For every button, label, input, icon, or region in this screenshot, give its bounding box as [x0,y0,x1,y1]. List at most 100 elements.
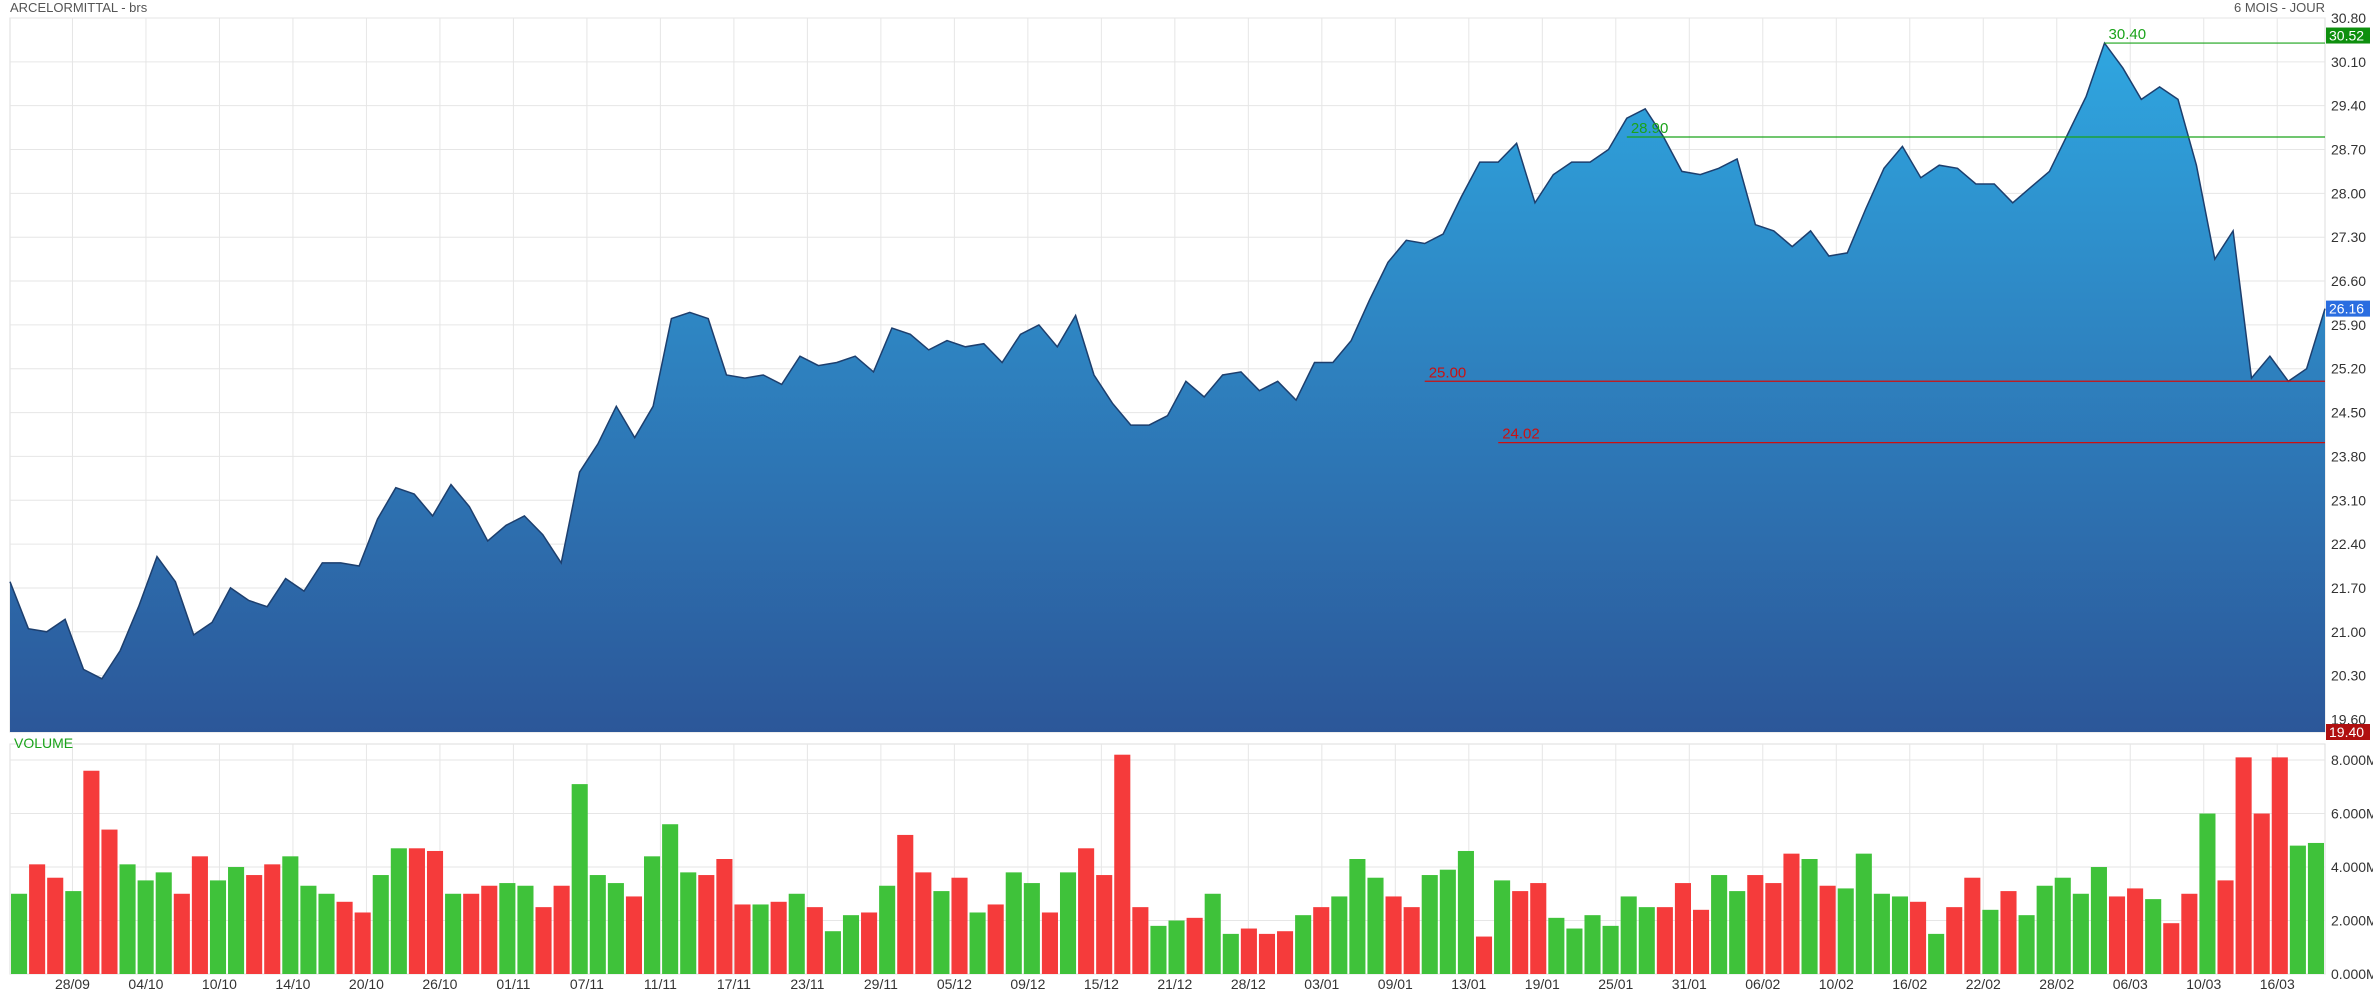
volume-bar [842,915,860,974]
volume-bar [1530,883,1547,974]
volume-bar [209,880,227,974]
price-tick-label: 30.10 [2331,54,2366,70]
period-label: 6 MOIS - JOUR [2233,0,2325,15]
volume-bar [354,912,371,974]
volume-tick-label: 8.000M [2331,752,2373,768]
volume-bar [83,770,100,974]
volume-bar [137,880,154,974]
last-value-badge: 26.16 [2329,301,2364,317]
price-tick-label: 21.70 [2331,580,2366,596]
volume-tick-label: 4.000M [2331,859,2373,875]
price-tick-label: 23.80 [2331,448,2366,464]
price-tick-label: 30.80 [2331,10,2366,26]
volume-bar [1439,869,1456,974]
volume-bar [553,885,570,974]
volume-bar [969,912,986,974]
max-value-badge-bg [2326,27,2370,44]
volume-bar [1801,859,1818,974]
date-tick-label: 19/01 [1525,976,1560,992]
volume-bar [1313,907,1330,974]
price-tick-label: 28.00 [2331,185,2366,201]
date-tick-label: 28/12 [1231,976,1266,992]
volume-bar [336,901,353,974]
volume-bar [2163,923,2180,974]
volume-bar [1729,891,1746,974]
volume-axis-ticks: 0.000M 2.000M 4.000M 6.000M 8.000M [2331,752,2373,982]
volume-bar [2253,813,2270,974]
date-tick-label: 15/12 [1084,976,1119,992]
price-area [10,43,2325,733]
volume-bar [1096,875,1113,974]
min-value-badge: 19.40 [2329,724,2364,740]
date-tick-label: 06/03 [2113,976,2148,992]
volume-bar [788,893,805,974]
volume-bar [1204,893,1221,974]
volume-bar [1132,907,1149,974]
price-level-label: 24.02 [1502,426,1540,443]
price-tick-label: 21.00 [2331,624,2366,640]
price-tick-label: 20.30 [2331,668,2366,684]
volume-bar [1910,901,1927,974]
volume-bar [426,850,444,974]
volume-bar [607,883,624,974]
volume-bar [318,893,335,974]
volume-bar [2199,813,2216,974]
volume-bar [155,872,172,974]
volume-bar [101,829,118,974]
price-badges: 30.52 26.16 19.40 [2326,27,2370,740]
price-tick-label: 19.60 [2331,711,2366,727]
date-tick-label: 07/11 [570,976,604,992]
price-tick-label: 23.10 [2331,492,2366,508]
volume-bar [173,893,190,974]
volume-bar [625,896,643,974]
volume-bar [824,931,841,974]
price-line [9,41,2326,680]
volume-bar [644,856,661,974]
volume-bar [372,875,389,974]
volume-bar [2127,888,2144,974]
volume-bar [1692,909,1710,974]
volume-bar [282,856,299,974]
volume-bar [1295,915,1312,974]
date-tick-label: 06/02 [1745,976,1780,992]
date-tick-label: 05/12 [937,976,972,992]
date-tick-label: 01/11 [496,976,530,992]
volume-bar [1186,917,1203,974]
volume-bar [861,912,878,974]
volume-bar [1457,850,1474,974]
date-tick-label: 20/10 [349,976,384,992]
volume-bar [1873,893,1890,974]
volume-bar [1855,853,1872,974]
volume-bar [1168,920,1185,974]
price-level-label: 30.40 [2109,26,2147,43]
date-tick-label: 14/10 [275,976,310,992]
volume-bar [2235,757,2252,974]
price-tick-label: 24.50 [2331,405,2366,421]
volume-bar [1891,896,1909,974]
volume-bar [933,891,950,974]
volume-bar [1059,872,1077,974]
volume-bar [1385,896,1402,974]
price-tick-label: 26.60 [2331,273,2366,289]
volume-tick-label: 6.000M [2331,806,2373,822]
volume-bar [1421,875,1438,974]
volume-bar [1711,875,1728,974]
volume-bar [571,784,588,974]
volume-bar [191,856,208,974]
date-tick-label: 21/12 [1157,976,1192,992]
volume-bar [463,893,480,974]
volume-bar [1982,909,1999,974]
volume-bar [1765,883,1782,974]
volume-bar [2036,885,2053,974]
volume-bar [264,864,281,974]
volume-bar [1041,912,1058,974]
volume-bar [879,885,896,974]
volume-bar [2054,877,2071,974]
volume-bar [1403,907,1420,974]
price-tick-label: 28.70 [2331,142,2366,158]
volume-tick-label: 0.000M [2331,966,2373,982]
volume-bar [445,893,462,974]
volume-bar [390,848,407,974]
volume-bar [1475,936,1493,974]
